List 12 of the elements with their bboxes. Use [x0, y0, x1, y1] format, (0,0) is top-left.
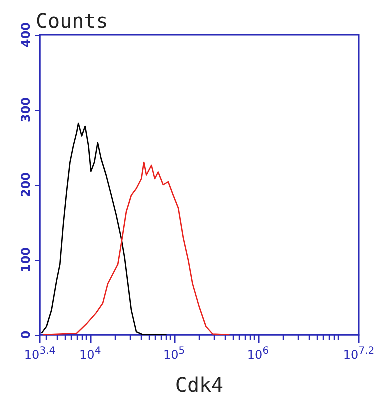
- x-tick-label: 10$^{5}$: [163, 345, 186, 362]
- y-tick-label: 200: [19, 172, 33, 198]
- x-axis-title: Cdk4: [175, 373, 224, 397]
- x-tick-label: 10$^{6}$: [247, 345, 270, 362]
- y-axis-title: Counts: [36, 9, 108, 33]
- y-tick-label: 300: [19, 97, 33, 123]
- y-tick-label: 100: [19, 247, 33, 273]
- y-tick-label: 0: [19, 330, 33, 340]
- y-tick-label: 400: [19, 22, 33, 48]
- x-tick-label: 10$^{4}$: [80, 345, 102, 362]
- x-tick-label: 10$^{3.4}$: [24, 345, 56, 362]
- x-tick-label: 10$^{7.2}$: [343, 345, 375, 362]
